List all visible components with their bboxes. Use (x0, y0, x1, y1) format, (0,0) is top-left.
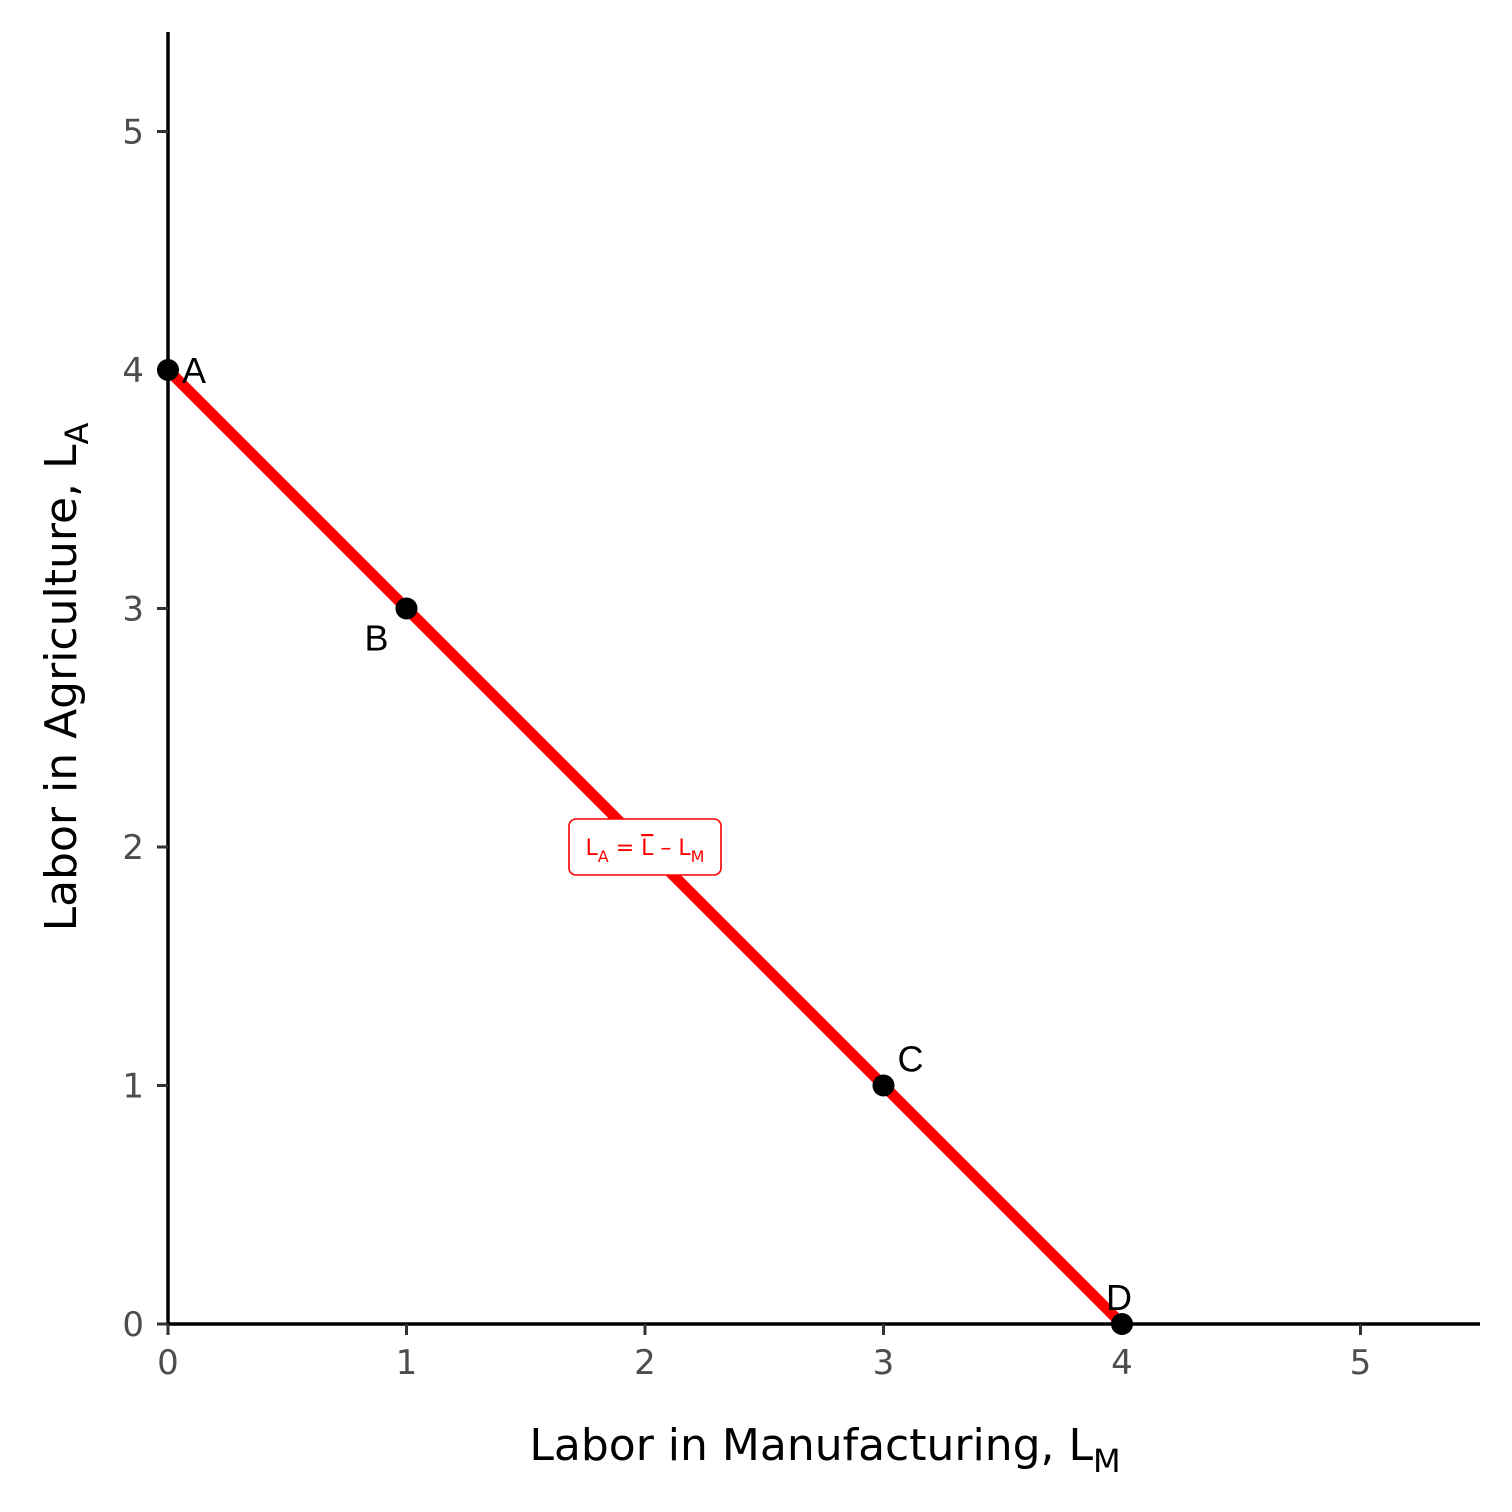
point-a (157, 359, 179, 381)
x-tick-label: 3 (873, 1343, 895, 1383)
point-d (1111, 1313, 1133, 1335)
x-axis-title: Labor in Manufacturing, LM (529, 1420, 1120, 1480)
x-tick-label: 1 (396, 1343, 418, 1383)
y-tick-label: 4 (122, 351, 144, 391)
point-label-a: A (182, 350, 206, 391)
y-tick-label: 2 (122, 828, 144, 868)
point-label-c: C (898, 1039, 924, 1080)
y-tick-label: 5 (122, 113, 144, 153)
y-axis-title: Labor in Agriculture, LA (36, 422, 96, 931)
x-tick-label: 5 (1350, 1343, 1372, 1383)
x-tick-label: 2 (634, 1343, 656, 1383)
y-tick-label: 1 (122, 1067, 144, 1107)
point-label-b: B (365, 618, 389, 659)
y-tick-label: 0 (122, 1305, 144, 1345)
y-tick-label: 3 (122, 590, 144, 630)
x-tick-label: 4 (1111, 1343, 1133, 1383)
equation-label-box (568, 818, 722, 876)
point-c (872, 1074, 895, 1097)
equation-label: LA = L – LM (586, 836, 705, 866)
point-b (395, 597, 418, 620)
point-label-d: D (1106, 1277, 1132, 1318)
chart-marks: 0 1 2 3 4 5 0 1 2 3 4 5 A B C D LA = L – LM (122, 32, 1480, 1383)
x-tick-label: 0 (157, 1343, 179, 1383)
